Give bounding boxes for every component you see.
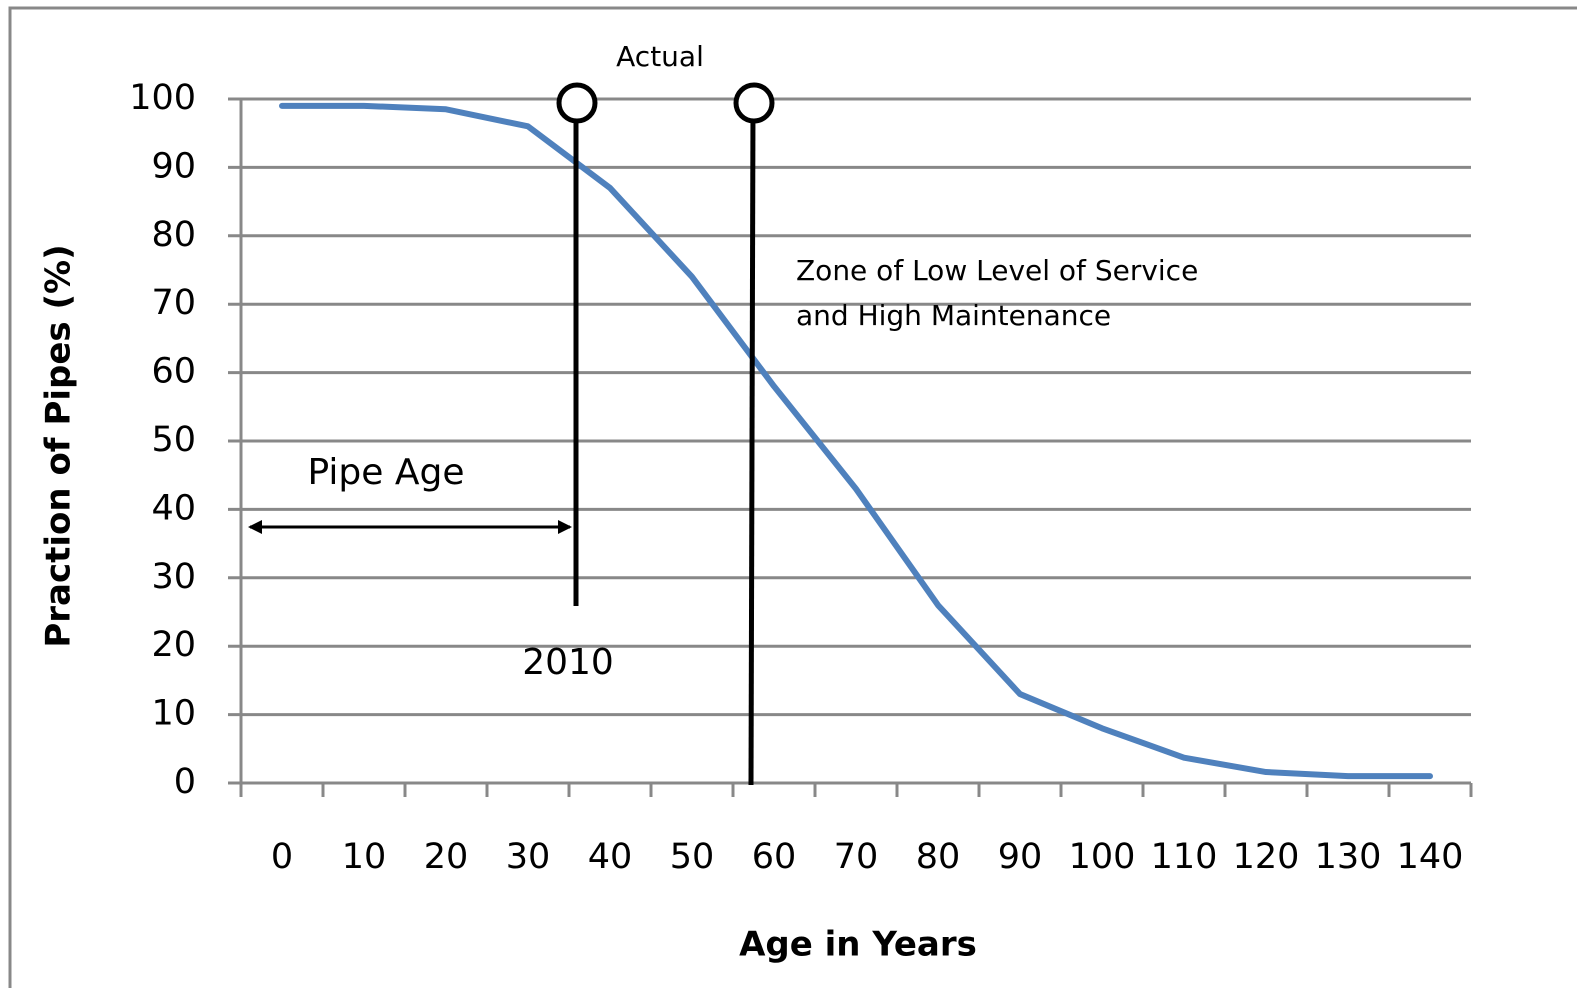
- x-tick-label: 100: [1069, 837, 1136, 877]
- grid: 0 10 20 30 40 50 60 70 80 90 100 0 10 20 30 40 50 60 70 80 9…: [129, 78, 1473, 877]
- y-tick-label: 40: [151, 488, 196, 528]
- y-tick-label: 100: [129, 78, 196, 118]
- plot: [279, 102, 1433, 780]
- x-tick-label: 40: [588, 837, 633, 877]
- annotation: 2010: [522, 642, 614, 683]
- y-tick-label: 80: [151, 215, 196, 255]
- x-tick-label: 140: [1397, 837, 1464, 877]
- y-axis-title: Praction of Pipes (%): [39, 244, 79, 647]
- marker-line: [748, 103, 756, 786]
- annotation: and High Maintenance: [796, 299, 1111, 332]
- y-tick-label: 90: [151, 146, 196, 186]
- x-tick-label: 10: [342, 837, 387, 877]
- y-tick-label: 50: [151, 420, 196, 460]
- series-line: [279, 102, 1433, 780]
- y-tick-label: 20: [151, 625, 196, 665]
- x-tick-label: 120: [1233, 837, 1300, 877]
- x-tick-label: 0: [271, 837, 293, 877]
- annotation: Actual: [616, 40, 704, 73]
- x-tick-label: 50: [670, 837, 715, 877]
- annotation: Zone of Low Level of Service: [796, 254, 1198, 287]
- x-tick-label: 130: [1315, 837, 1382, 877]
- x-tick-label: 20: [424, 837, 469, 877]
- frame: [8, 6, 1577, 988]
- y-tick-label: 70: [151, 283, 196, 323]
- marker-circle: [733, 82, 775, 124]
- y-tick-label: 30: [151, 557, 196, 597]
- marker-circle: [556, 82, 598, 124]
- x-tick-label: 30: [506, 837, 551, 877]
- y-tick-label: 60: [151, 352, 196, 392]
- x-tick-label: 110: [1151, 837, 1218, 877]
- y-tick-label: 10: [151, 694, 196, 734]
- x-tick-label: 60: [752, 837, 797, 877]
- annotation: Pipe Age: [308, 452, 465, 493]
- x-tick-label: 90: [998, 837, 1043, 877]
- y-tick-label: 0: [174, 762, 196, 802]
- x-axis-title: Age in Years: [739, 925, 977, 965]
- x-tick-label: 70: [834, 837, 879, 877]
- x-tick-label: 80: [916, 837, 961, 877]
